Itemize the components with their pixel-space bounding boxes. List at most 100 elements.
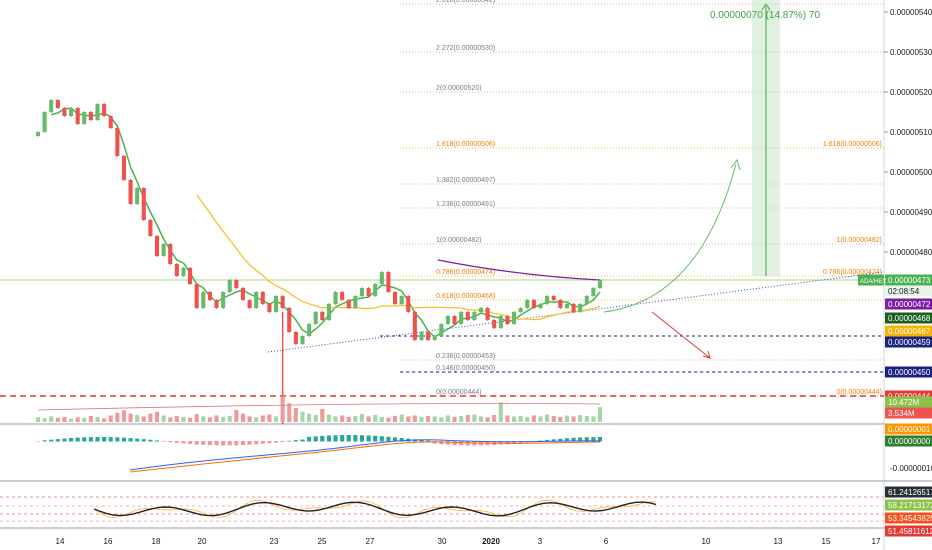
candle bbox=[386, 272, 391, 292]
volume-bar bbox=[426, 415, 431, 422]
candle bbox=[326, 304, 331, 320]
fib-label: 1.382(0.00000497) bbox=[436, 177, 495, 184]
macd-tag-label: 0.00000000 bbox=[888, 437, 931, 446]
macd-bar bbox=[214, 441, 219, 446]
volume-bar bbox=[234, 409, 239, 422]
volume-bar bbox=[485, 417, 490, 422]
volume-bar bbox=[280, 396, 285, 422]
candle bbox=[55, 100, 60, 108]
projection-up bbox=[603, 163, 737, 313]
macd-bar bbox=[95, 437, 100, 442]
macd-line bbox=[129, 439, 601, 471]
x-tick-label: 13 bbox=[774, 537, 783, 546]
ma-slow bbox=[196, 194, 601, 321]
candle bbox=[287, 308, 292, 332]
macd-bar bbox=[307, 436, 312, 442]
macd-bar bbox=[207, 441, 212, 446]
price-tag-label: 0.00000450 bbox=[888, 368, 931, 377]
candle bbox=[591, 288, 596, 296]
volume-bar bbox=[558, 416, 563, 422]
volume-bar bbox=[386, 417, 391, 422]
macd-bar bbox=[121, 437, 127, 442]
price-tag bbox=[885, 274, 932, 286]
candle bbox=[353, 296, 358, 308]
macd-bar bbox=[571, 437, 576, 442]
candle bbox=[578, 304, 583, 312]
volume-bar bbox=[551, 415, 556, 422]
macd-tick-label: -0.00000010 bbox=[890, 464, 932, 473]
x-tick-label: 16 bbox=[104, 537, 113, 546]
volume-bar bbox=[366, 416, 371, 422]
macd-bar bbox=[141, 439, 146, 442]
volume-bar bbox=[591, 416, 596, 422]
fib-label: 0.146(0.00000450) bbox=[436, 365, 495, 372]
volume-bar bbox=[207, 417, 212, 422]
macd-bar bbox=[82, 437, 87, 442]
volume-bar bbox=[108, 415, 113, 422]
fib-label: 0.236(0.00000453) bbox=[436, 353, 495, 360]
candle bbox=[221, 292, 226, 308]
macd-bar bbox=[227, 441, 232, 446]
candle bbox=[445, 316, 450, 324]
volume-bar bbox=[531, 415, 536, 422]
candle bbox=[366, 288, 371, 296]
candle bbox=[406, 296, 411, 312]
candle bbox=[82, 112, 87, 124]
candle bbox=[188, 268, 193, 284]
stoch-d bbox=[93, 499, 657, 519]
stoch-tag-label: 61.24126517 bbox=[888, 488, 932, 497]
volume-bar bbox=[293, 408, 298, 422]
x-tick-label: 6 bbox=[604, 537, 609, 546]
countdown-tag-label: 02:08:54 bbox=[888, 287, 920, 296]
macd-bar bbox=[333, 435, 338, 442]
volume-bar bbox=[320, 408, 325, 422]
projection-down-head bbox=[702, 350, 711, 359]
volume-bar bbox=[340, 415, 345, 422]
volume-tag bbox=[885, 407, 932, 419]
annotations: 0.00000070 (14.87%) 70 bbox=[710, 10, 821, 21]
price-axis: 0.00000540 0.00000530 0.00000520 0.00000510… bbox=[858, 8, 932, 537]
candle bbox=[161, 244, 166, 256]
candle bbox=[452, 316, 457, 324]
volume-bar bbox=[518, 415, 523, 422]
stoch-pane bbox=[0, 496, 884, 522]
macd-bar bbox=[597, 437, 603, 442]
candle bbox=[307, 324, 312, 336]
macd-bar bbox=[359, 435, 365, 442]
price-tag-label: 0.00000459 bbox=[888, 338, 931, 347]
macd-bar bbox=[181, 441, 186, 444]
volume-tag bbox=[885, 396, 932, 408]
candle bbox=[551, 296, 556, 300]
fib-label: 0.786(0.00000474) bbox=[436, 269, 495, 276]
volume-bar bbox=[452, 416, 457, 422]
x-tick-label: 30 bbox=[438, 537, 447, 546]
volume-bar bbox=[115, 412, 120, 422]
macd-bar bbox=[194, 441, 199, 445]
macd-bar bbox=[511, 441, 517, 444]
price-tag bbox=[885, 366, 932, 378]
candle bbox=[240, 288, 246, 300]
candle bbox=[525, 300, 530, 308]
fib-label: 1(0.00000482) bbox=[436, 237, 482, 244]
macd-bar bbox=[287, 440, 292, 442]
candle bbox=[201, 292, 206, 308]
candle bbox=[293, 332, 298, 344]
candle bbox=[88, 112, 93, 120]
candle bbox=[247, 300, 252, 308]
volume-bar bbox=[478, 416, 484, 422]
candle bbox=[412, 312, 417, 340]
volume-bar bbox=[492, 415, 497, 422]
volume-tag-label: 3.534M bbox=[888, 409, 915, 418]
candle bbox=[35, 132, 41, 136]
volume-bar bbox=[181, 416, 186, 422]
ma-purple bbox=[437, 259, 601, 281]
volume-bar bbox=[102, 418, 107, 422]
macd-bar bbox=[280, 441, 285, 442]
stoch-tag-label: 53.34543825 bbox=[888, 514, 932, 523]
macd-bar bbox=[326, 435, 331, 442]
volume-bar bbox=[88, 415, 93, 422]
candle bbox=[597, 280, 603, 288]
candle bbox=[194, 284, 199, 308]
macd-bar bbox=[373, 435, 378, 442]
candle bbox=[128, 180, 133, 204]
